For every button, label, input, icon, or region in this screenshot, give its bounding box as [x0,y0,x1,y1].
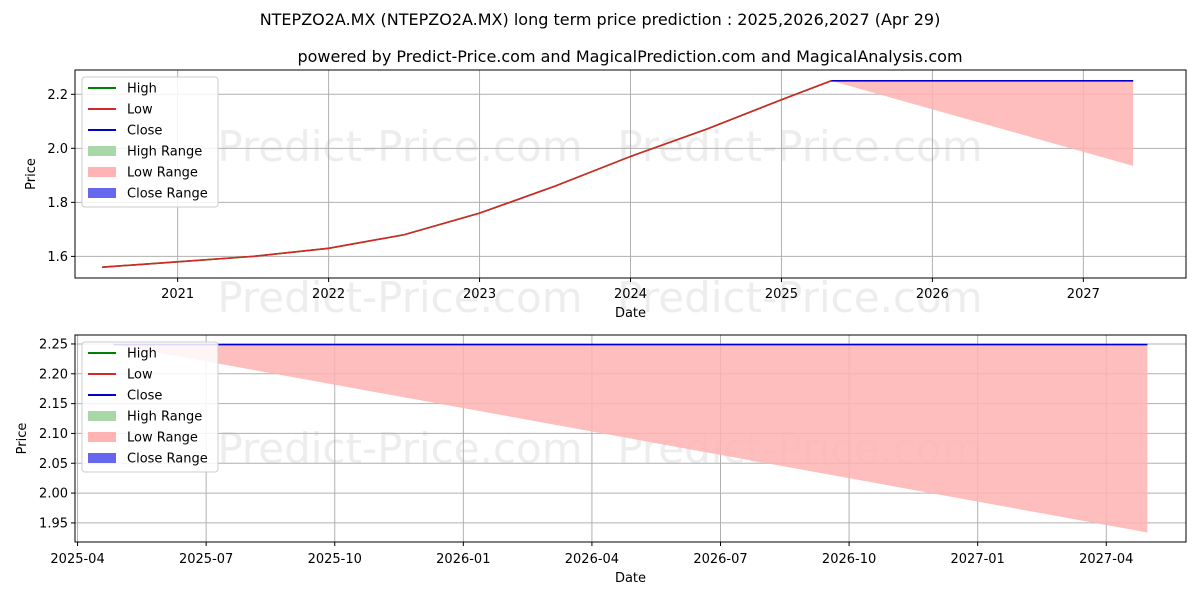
y-axis-label: Price [24,158,39,190]
x-tick-label: 2022 [312,287,345,302]
x-tick-label: 2025-04 [50,552,104,567]
legend-high-label: High [127,82,157,97]
legend-low-range-swatch [88,167,116,177]
watermark: Predict-Price.com [217,122,582,171]
x-tick-label: 2021 [161,287,194,302]
legend-close-range-swatch [88,453,116,463]
x-tick-label: 2023 [463,287,496,302]
y-tick-label: 1.6 [47,250,68,265]
y-tick-label: 2.0 [47,142,68,157]
axes-frame [74,69,1187,279]
y-axis-label: Price [15,423,30,455]
legend-high-range-label: High Range [127,410,202,425]
series-low-line [102,80,832,268]
x-tick-label: 2025-10 [308,552,362,567]
y-tick-label: 2.10 [39,427,68,442]
x-tick-label: 2027-04 [1079,552,1133,567]
y-tick-label: 1.8 [47,196,68,211]
legend-high-range-swatch [88,146,116,156]
y-tick-label: 2.00 [39,487,68,502]
x-tick-label: 2026-04 [565,552,619,567]
chart-panels: Predict-Price.com Predict-Price.comPredic… [15,69,1187,586]
y-tick-label: 2.15 [39,397,68,412]
legend: High Low Close High Range Low Range Close Ran… [81,76,219,208]
x-tick-label: 2027 [1067,287,1100,302]
x-tick-label: 2027-01 [951,552,1005,567]
legend-low-range-label: Low Range [127,431,198,446]
x-tick-label: 2026-07 [693,552,747,567]
x-tick-label: 2025 [765,287,798,302]
x-axis-label: Date [615,571,646,586]
y-tick-label: 2.25 [39,337,68,352]
x-tick-label: 2026-10 [822,552,876,567]
watermark: Predict-Price.com [217,424,582,473]
watermark: Predict-Price.com [617,122,982,171]
chart-panel-2: Predict-Price.comPredict-Price.com2025-0… [15,334,1187,586]
legend-low-range-label: Low Range [127,166,198,181]
legend-high-range-label: High Range [127,145,202,160]
x-axis-label: Date [615,306,646,321]
legend-close-range-swatch [88,188,116,198]
y-tick-label: 2.20 [39,367,68,382]
legend: High Low Close High Range Low Range Close Ran… [81,341,219,473]
legend-low-label: Low [127,103,153,118]
y-tick-label: 1.95 [39,516,68,531]
chart-title: NTEPZO2A.MX (NTEPZO2A.MX) long term pric… [260,10,941,29]
legend-close-range-label: Close Range [127,187,208,202]
watermark: Predict-Price.com [217,273,582,322]
legend-low-range-swatch [88,432,116,442]
x-tick-label: 2024 [614,287,647,302]
legend-low-label: Low [127,368,153,383]
x-tick-label: 2026 [916,287,949,302]
plot-area [113,343,1148,533]
legend-high-label: High [127,347,157,362]
x-tick-label: 2025-07 [179,552,233,567]
x-tick-label: 2026-01 [436,552,490,567]
y-tick-label: 2.2 [47,88,68,103]
low-range-band [113,344,1148,533]
legend-close-label: Close [127,124,162,139]
legend-high-range-swatch [88,411,116,421]
watermark: Predict-Price.com [617,273,982,322]
chart-panel-1: Predict-Price.com Predict-Price.com Predic… [24,69,1187,322]
legend-close-range-label: Close Range [127,452,208,467]
low-range-band [831,80,1134,166]
plot-area [102,80,1134,268]
axes-frame [74,334,1187,543]
chart-subtitle: powered by Predict-Price.com and Magical… [297,47,962,66]
y-tick-label: 2.05 [39,457,68,472]
legend-close-label: Close [127,389,162,404]
